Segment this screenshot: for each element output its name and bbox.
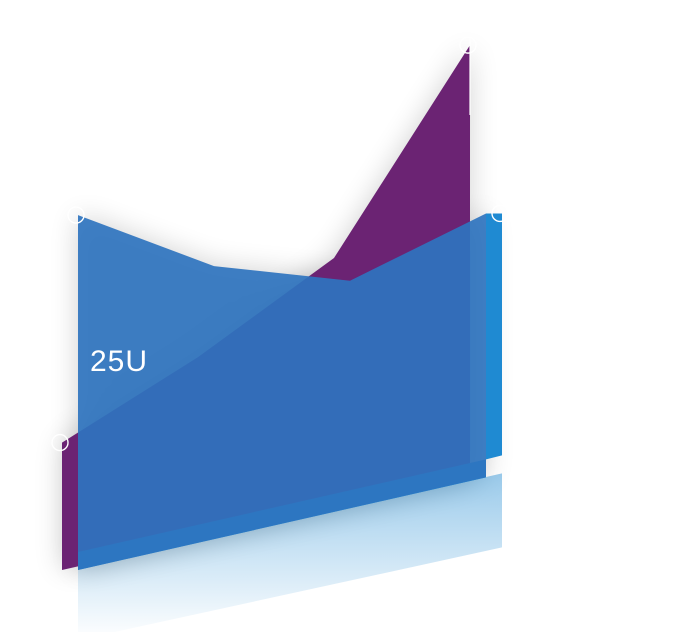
series-1-point-3 [491, 204, 509, 223]
series-1-reflection [78, 473, 502, 632]
series-1-point-0 [67, 206, 85, 224]
series-0-point-0 [51, 433, 69, 452]
data-label-25u: 25U [90, 345, 148, 378]
series-1-area [78, 213, 486, 570]
series-0-point-3 [459, 36, 477, 54]
chart-marks [51, 36, 509, 632]
